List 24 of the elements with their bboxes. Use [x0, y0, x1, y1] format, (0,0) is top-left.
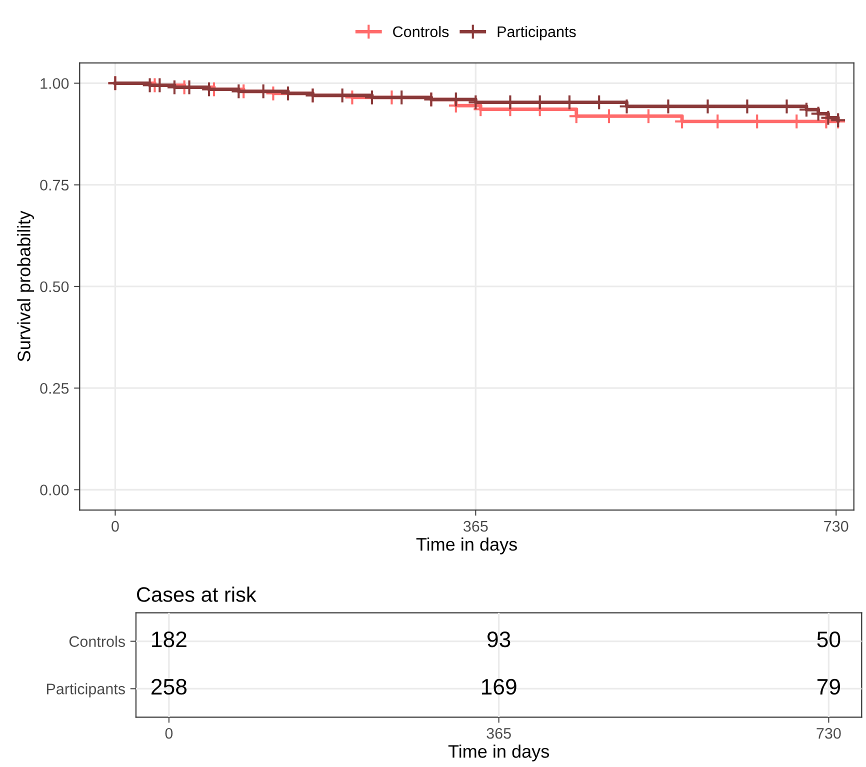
y-tick-label: 1.00	[40, 78, 69, 89]
x-tick-label: 0	[165, 728, 173, 739]
y-tick-label: 0.25	[40, 382, 69, 394]
y-tick-label: Participants	[46, 683, 125, 698]
data-label: 169	[482, 678, 516, 695]
data-label: 79	[817, 678, 840, 695]
legend-label: Controls	[393, 26, 449, 38]
x-tick-label: 365	[486, 728, 511, 739]
x-axis-title: Time in days	[448, 744, 549, 762]
data-label: 258	[152, 678, 187, 695]
data-label: 93	[488, 632, 510, 648]
y-tick-label: 0.50	[40, 281, 69, 292]
x-axis-title: Time in days	[416, 537, 517, 554]
y-tick-label: 0.00	[40, 484, 69, 496]
data-label: 182	[152, 632, 186, 648]
legend-label: Participants	[498, 26, 576, 40]
x-tick-label: 730	[824, 520, 848, 532]
y-tick-label: 0.75	[40, 180, 69, 191]
data-label: 50	[817, 632, 840, 648]
x-tick-label: 0	[112, 520, 119, 532]
x-tick-label: 730	[816, 728, 841, 739]
y-axis-title: Survival probability	[17, 210, 34, 362]
x-tick-label: 365	[464, 520, 488, 532]
chart-title: Cases at risk	[137, 586, 256, 602]
